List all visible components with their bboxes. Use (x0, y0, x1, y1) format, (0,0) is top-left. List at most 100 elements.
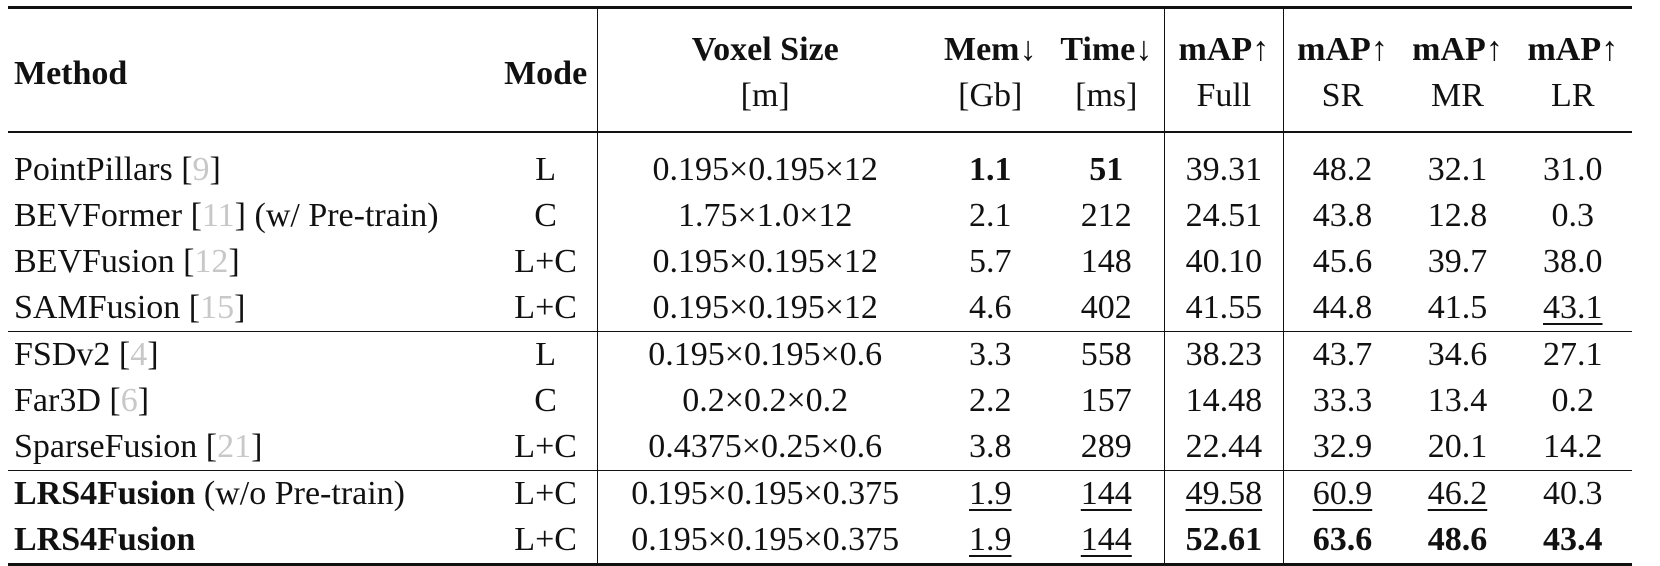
unit-mem: [Gb] (958, 77, 1023, 114)
method-name: FSDv2 [ (14, 336, 131, 373)
voxel-cell: 0.2×0.2×0.2 (682, 382, 849, 419)
unit-voxel: [m] (740, 77, 790, 114)
lr-cell: 0.2 (1551, 382, 1595, 419)
sub-full: Full (1164, 69, 1284, 132)
sr-cell: 43.7 (1283, 331, 1402, 378)
full-cell: 24.51 (1164, 193, 1284, 239)
full-cell: 41.55 (1164, 285, 1284, 332)
voxel-cell: 0.195×0.195×0.375 (597, 470, 933, 517)
mode-cell: L+C (493, 470, 599, 517)
col-time: Time↓ (1048, 7, 1166, 69)
method-cell: FSDv2 [4] (8, 331, 494, 378)
col-voxel-size: Voxel Size (691, 31, 839, 68)
method-suffix: ] (251, 428, 263, 465)
method-cell: SAMFusion [15] (8, 285, 494, 332)
lr-cell: 0.3 (1551, 197, 1595, 234)
col-mem: Mem↓ (944, 31, 1037, 68)
voxel-cell: 0.4375×0.25×0.6 (648, 428, 883, 465)
mr-cell: 13.4 (1427, 382, 1488, 419)
lr-cell: 43.4 (1543, 521, 1603, 558)
mr-value-underlined: 46.2 (1427, 475, 1488, 512)
full-cell: 52.61 (1164, 517, 1284, 565)
citation-ref: 12 (194, 243, 229, 280)
method-name: SAMFusion [ (14, 289, 201, 326)
mem-value-underlined: 1.9 (969, 521, 1012, 558)
method-cell: LRS4Fusion (8, 517, 494, 565)
table-row: SAMFusion [15] L+C 0.195×0.195×12 4.6 40… (8, 285, 1632, 332)
mr-cell: 12.8 (1427, 197, 1488, 234)
method-cell: LRS4Fusion (w/o Pre-train) (8, 470, 494, 517)
method-name: PointPillars [ (14, 151, 193, 188)
sub-sr: SR (1321, 77, 1364, 114)
time-value-underlined: 144 (1080, 475, 1132, 512)
mr-cell: 20.1 (1427, 428, 1488, 465)
lr-cell: 27.1 (1513, 331, 1632, 378)
method-name: SparseFusion [ (14, 428, 218, 465)
header-units-row: [m] [Gb] [ms] Full SR MR LR (8, 69, 1632, 132)
table-row: LRS4Fusion (w/o Pre-train) L+C 0.195×0.1… (8, 470, 1632, 517)
method-suffix: ] (228, 243, 240, 280)
mem-cell: 1.9 (932, 517, 1048, 565)
method-name: BEVFormer [ (14, 197, 202, 234)
sub-lr: LR (1551, 77, 1595, 114)
voxel-cell: 0.195×0.195×0.375 (631, 521, 900, 558)
method-suffix: ] (137, 382, 150, 419)
col-map-mr: mAP↑ (1412, 31, 1503, 68)
time-cell: 558 (1048, 331, 1166, 378)
lr-cell: 40.3 (1513, 470, 1632, 517)
method-name: BEVFusion [ (14, 243, 195, 280)
time-cell: 157 (1048, 378, 1166, 424)
sr-cell: 48.2 (1312, 151, 1373, 188)
mem-cell: 4.6 (969, 289, 1012, 326)
mode-cell: L+C (493, 285, 599, 332)
mr-cell: 34.6 (1401, 331, 1514, 378)
full-cell: 22.44 (1164, 424, 1284, 471)
method-cell: BEVFormer [11] (w/ Pre-train) (8, 193, 494, 239)
sr-cell: 60.9 (1283, 470, 1402, 517)
full-cell: 40.10 (1164, 239, 1284, 285)
method-suffix: ] (w/ Pre-train) (234, 197, 439, 234)
full-cell: 14.48 (1164, 378, 1284, 424)
table-row: Far3D [6] C 0.2×0.2×0.2 2.2 157 14.48 33… (8, 378, 1632, 424)
sr-value-underlined: 60.9 (1312, 475, 1373, 512)
citation-ref: 9 (192, 151, 210, 188)
lr-cell: 43.1 (1514, 285, 1632, 332)
sr-cell: 43.8 (1312, 197, 1373, 234)
lr-cell: 14.2 (1543, 428, 1603, 465)
mr-cell: 39.7 (1427, 243, 1488, 280)
col-map-full: mAP↑ (1164, 7, 1284, 69)
sr-cell: 33.3 (1312, 382, 1373, 419)
table-row: BEVFormer [11] (w/ Pre-train) C 1.75×1.0… (8, 193, 1632, 239)
mode-cell: C (493, 193, 599, 239)
lr-value-underlined: 43.1 (1543, 289, 1603, 326)
method-name: LRS4Fusion (14, 521, 196, 558)
mem-cell: 3.8 (969, 428, 1012, 465)
method-cell: PointPillars [9] (8, 132, 494, 193)
method-cell: BEVFusion [12] (8, 239, 494, 285)
mode-cell: L+C (493, 239, 599, 285)
sr-cell: 44.8 (1312, 289, 1373, 326)
table-row: PointPillars [9] L 0.195×0.195×12 1.1 51… (8, 132, 1632, 193)
time-cell: 51 (1048, 132, 1166, 193)
citation-ref: 15 (200, 289, 235, 326)
mem-cell: 1.9 (932, 470, 1049, 517)
method-suffix: (w/o Pre-train) (195, 475, 406, 512)
table-row: BEVFusion [12] L+C 0.195×0.195×12 5.7 14… (8, 239, 1632, 285)
citation-ref: 21 (217, 428, 252, 465)
full-cell: 39.31 (1164, 132, 1284, 193)
mode-cell: L+C (493, 517, 599, 565)
results-table: Method Mode Voxel Size Mem↓ Time↓ mAP↑ m… (8, 6, 1632, 566)
citation-ref: 6 (120, 382, 138, 419)
time-cell: 402 (1048, 285, 1166, 332)
col-method: Method (14, 55, 128, 92)
citation-ref: 11 (201, 197, 235, 234)
col-map-lr: mAP↑ (1527, 31, 1619, 68)
mr-cell: 48.6 (1427, 521, 1488, 558)
time-cell: 148 (1048, 239, 1166, 285)
sr-cell: 63.6 (1312, 521, 1373, 558)
mr-cell: 41.5 (1427, 289, 1488, 326)
mode-cell: L+C (493, 424, 599, 471)
full-cell: 49.58 (1164, 470, 1284, 517)
header-row: Method Mode Voxel Size Mem↓ Time↓ mAP↑ m… (8, 7, 1632, 132)
time-cell: 144 (1048, 517, 1166, 565)
